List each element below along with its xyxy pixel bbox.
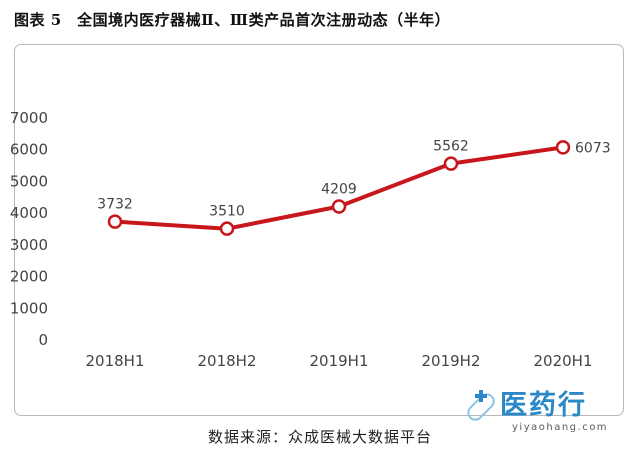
data-labels: 3732 3510 4209 5562 6073 [97,139,610,220]
data-label: 3510 [209,204,245,220]
x-tick-label: 2020H1 [534,352,593,370]
data-label: 5562 [433,139,469,155]
figure-title: 图表 5 全国境内医疗器械Ⅱ、Ⅲ类产品首次注册动态（半年） [14,11,451,29]
data-point [331,199,347,214]
y-tick-label: 5000 [10,172,48,190]
x-tick-label: 2019H1 [310,352,369,370]
brand-logo-text: 医药行 [500,390,587,421]
data-point [219,221,235,236]
data-point [443,156,459,171]
y-tick-label: 4000 [10,204,48,222]
y-tick-label: 1000 [10,299,48,317]
source-note: 数据来源：众成医械大数据平台 [207,428,432,446]
data-label: 3732 [97,197,133,213]
y-tick-label: 6000 [10,141,48,159]
data-point [555,140,571,155]
data-label: 6073 [575,140,611,156]
brand-logo-url: yiyaohang.com [512,422,609,433]
x-axis: 2018H1 2018H2 2019H1 2019H2 2020H1 [86,352,593,370]
x-tick-label: 2018H2 [198,352,257,370]
x-tick-label: 2018H1 [86,352,145,370]
data-label: 4209 [321,182,357,198]
data-point [107,214,123,229]
y-axis: 0 1000 2000 3000 4000 5000 6000 7000 [10,109,48,349]
capsule-cross-icon [467,390,495,421]
chart-frame [14,44,624,416]
y-tick-label: 3000 [10,236,48,254]
y-tick-label: 7000 [10,109,48,127]
series-layer [107,140,571,236]
y-tick-label: 2000 [10,268,48,286]
x-tick-label: 2019H2 [422,352,481,370]
y-tick-label: 0 [38,331,48,349]
